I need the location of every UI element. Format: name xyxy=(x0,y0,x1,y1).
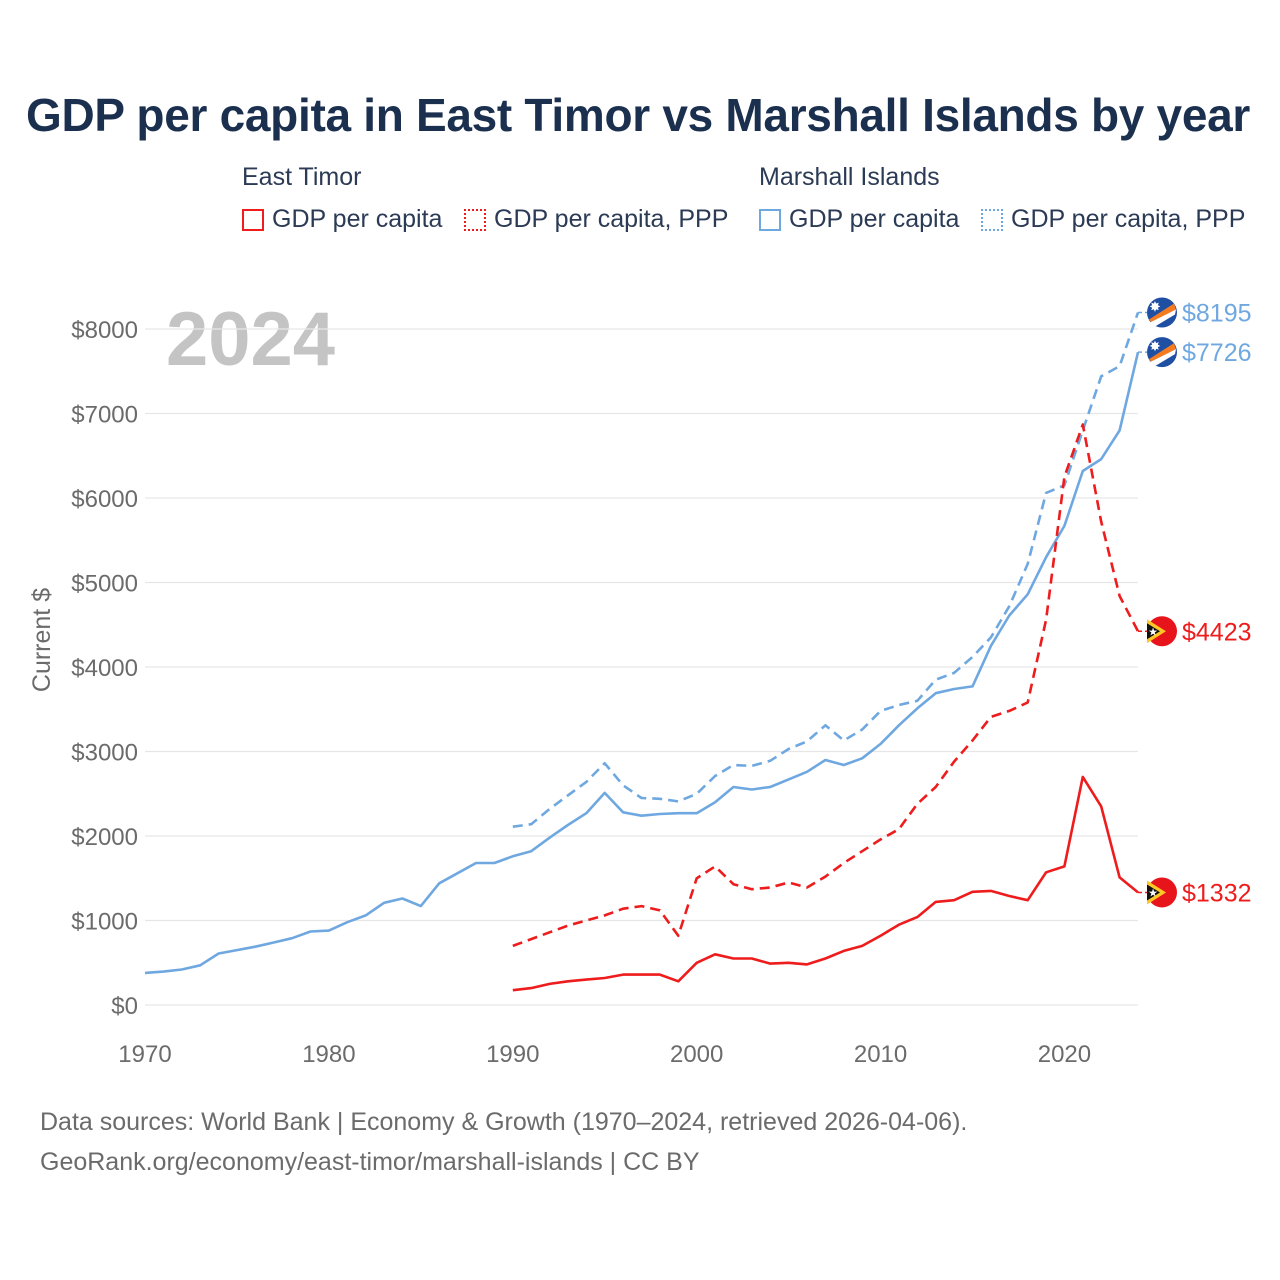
footer-sources: Data sources: World Bank | Economy & Gro… xyxy=(40,1108,968,1136)
legend-group-marshall-islands: Marshall Islands xyxy=(759,163,940,191)
legend-label: GDP per capita xyxy=(272,205,443,233)
legend-item-east-timor-gdp-ppp[interactable]: GDP per capita, PPP xyxy=(464,205,728,234)
series-line-mh-gdp xyxy=(144,351,1140,975)
legend-swatch-dotted-red xyxy=(464,208,486,231)
legend-item-east-timor-gdp[interactable]: GDP per capita xyxy=(242,205,442,234)
flag-star-icon: ★ xyxy=(1148,886,1158,899)
footer-url: GeoRank.org/economy/east-timor/marshall-… xyxy=(40,1148,700,1176)
y-tick-label: $6000 xyxy=(71,486,138,513)
x-tick-label: 2010 xyxy=(854,1041,907,1068)
flag-triangle-black xyxy=(1147,884,1160,901)
x-tick-label: 2000 xyxy=(670,1041,723,1068)
legend-item-marshall-gdp-ppp[interactable]: GDP per capita, PPP xyxy=(981,205,1245,234)
y-tick-label: $4000 xyxy=(71,655,138,682)
flag-stripe-white xyxy=(1150,349,1176,367)
series-line-tl-gdp xyxy=(512,775,1139,992)
end-value-label: $1332 xyxy=(1182,879,1252,907)
y-tick-label: $2000 xyxy=(71,824,138,851)
y-tick-label: $0 xyxy=(111,993,138,1020)
x-tick-label: 1970 xyxy=(118,1041,171,1068)
y-tick-label: $8000 xyxy=(71,317,138,344)
end-value-label: $8195 xyxy=(1182,300,1252,328)
legend-label: GDP per capita, PPP xyxy=(1011,205,1246,233)
flag-stripe-orange xyxy=(1149,343,1176,365)
flag-star-icon: ✸ xyxy=(1149,339,1161,355)
flag-star-icon: ✸ xyxy=(1149,300,1161,316)
flag-star-icon: ★ xyxy=(1148,625,1158,638)
y-tick-label: $3000 xyxy=(71,740,138,767)
legend-label: GDP per capita, PPP xyxy=(494,205,729,233)
y-tick-label: $1000 xyxy=(71,909,138,936)
legend-swatch-dotted-blue xyxy=(981,208,1003,231)
series-line-mh-ppp xyxy=(512,312,1140,828)
y-tick-label: $5000 xyxy=(71,571,138,598)
legend-item-marshall-gdp[interactable]: GDP per capita xyxy=(759,205,959,234)
end-value-label: $7726 xyxy=(1182,339,1252,367)
legend-swatch-solid-blue xyxy=(759,208,781,231)
flag-stripe-orange xyxy=(1149,303,1176,325)
end-value-label: $4423 xyxy=(1182,618,1252,646)
legend-swatch-solid-red xyxy=(242,208,264,231)
legend-group-east-timor: East Timor xyxy=(242,163,362,191)
x-tick-label: 1980 xyxy=(302,1041,355,1068)
chart-title: GDP per capita in East Timor vs Marshall… xyxy=(26,89,1251,141)
series-line-tl-ppp xyxy=(512,423,1140,948)
legend-label: GDP per capita xyxy=(789,205,960,233)
x-tick-label: 2020 xyxy=(1038,1041,1091,1068)
y-axis-label: Current $ xyxy=(28,588,56,692)
flag-triangle-black xyxy=(1147,623,1160,640)
y-tick-label: $7000 xyxy=(71,402,138,429)
year-watermark: 2024 xyxy=(166,297,336,382)
flag-stripe-white xyxy=(1150,309,1176,327)
x-tick-label: 1990 xyxy=(486,1041,539,1068)
